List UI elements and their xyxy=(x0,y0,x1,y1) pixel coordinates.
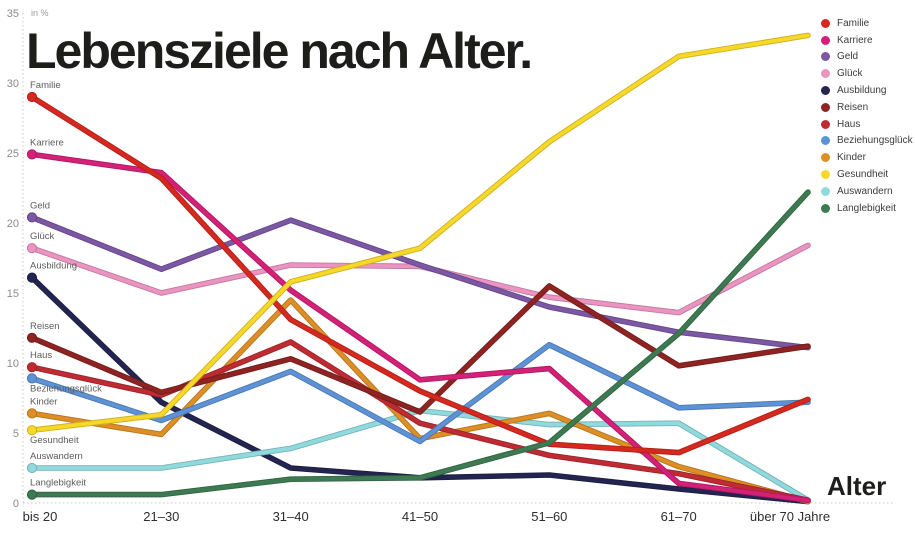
legend-color-dot xyxy=(821,69,830,79)
legend-label: Haus xyxy=(837,118,861,130)
legend-color-dot xyxy=(821,35,830,45)
line-haus xyxy=(30,340,810,503)
legend-label: Langlebigkeit xyxy=(837,202,896,214)
legend-color-dot xyxy=(821,203,830,213)
start-dot-gesundheit xyxy=(26,425,38,436)
start-dot-auswandern xyxy=(26,462,38,474)
legend-label: Geld xyxy=(837,51,859,63)
legend-item-auswandern: Auswandern xyxy=(821,183,913,200)
start-dot-kinder xyxy=(26,408,38,419)
start-dot-langlebigkeit xyxy=(26,489,38,500)
line-shadow-familie xyxy=(29,94,811,456)
y-tick-label: 20 xyxy=(7,218,19,230)
legend-color-dot xyxy=(821,119,830,129)
line-shadow-geld xyxy=(29,214,811,351)
legend-item-kinder: Kinder xyxy=(821,149,913,166)
x-tick-label: 31–40 xyxy=(273,509,309,524)
legend-color-dot xyxy=(821,136,830,146)
start-dot-ausbildung xyxy=(26,272,38,283)
x-tick-label: 51–60 xyxy=(531,509,567,524)
start-dot-reisen xyxy=(26,332,38,343)
start-dot-geld xyxy=(26,212,38,223)
legend-color-dot xyxy=(821,186,830,196)
x-tick-label: 41–50 xyxy=(402,509,438,524)
line-shadow-glück xyxy=(29,242,811,316)
legend-item-karriere: Karriere xyxy=(821,32,913,49)
legend-label: Karriere xyxy=(837,34,873,46)
line-shadow-gesundheit xyxy=(29,32,811,434)
y-tick-label: 35 xyxy=(7,8,19,20)
legend-color-dot xyxy=(821,170,830,180)
start-dot-beziehungsglück xyxy=(26,373,38,384)
legend-item-ausbildung: Ausbildung xyxy=(821,82,913,99)
legend-label: Ausbildung xyxy=(837,85,887,97)
x-tick-label: über 70 Jahre xyxy=(750,509,830,524)
legend-label: Beziehungsglück xyxy=(837,135,913,147)
series-label-langlebigkeit: Langlebigkeit xyxy=(30,478,86,489)
series-label-glück: Glück xyxy=(30,231,55,242)
start-dot-haus xyxy=(26,362,38,373)
x-tick-label: bis 20 xyxy=(23,509,58,524)
chart-title: Lebensziele nach Alter. xyxy=(26,23,533,79)
legend-label: Familie xyxy=(837,17,870,29)
legend-item-geld: Geld xyxy=(821,49,913,66)
legend-item-glück: Glück xyxy=(821,65,913,82)
legend-color-dot xyxy=(821,153,830,163)
series-label-haus: Haus xyxy=(30,350,52,361)
legend-item-gesundheit: Gesundheit xyxy=(821,166,913,183)
start-dot-karriere xyxy=(26,149,38,160)
series-label-ausbildung: Ausbildung xyxy=(30,261,77,272)
line-langlebigkeit xyxy=(30,190,810,497)
legend-item-langlebigkeit: Langlebigkeit xyxy=(821,200,913,217)
line-reisen xyxy=(30,284,810,414)
y-axis-unit-label: in % xyxy=(31,8,49,18)
series-label-beziehungsglück: Beziehungsglück xyxy=(30,383,102,394)
legend-item-beziehungsglück: Beziehungsglück xyxy=(821,133,913,150)
series-label-geld: Geld xyxy=(30,200,50,211)
series-label-gesundheit: Gesundheit xyxy=(30,435,79,446)
series-label-kinder: Kinder xyxy=(30,396,57,407)
legend-item-reisen: Reisen xyxy=(821,99,913,116)
line-gesundheit xyxy=(30,33,810,433)
legend-label: Auswandern xyxy=(837,185,893,197)
line-kinder xyxy=(30,298,810,504)
x-axis-title: Alter xyxy=(827,471,887,501)
legend: Familie Karriere Geld Glück Ausbildung Reisen… xyxy=(821,15,913,217)
legend-label: Reisen xyxy=(837,101,869,113)
legend-label: Glück xyxy=(837,68,863,80)
legend-item-haus: Haus xyxy=(821,116,913,133)
y-tick-label: 25 xyxy=(7,148,19,160)
line-geld xyxy=(30,215,810,350)
x-tick-label: 61–70 xyxy=(661,509,697,524)
series-label-auswandern: Auswandern xyxy=(30,451,83,462)
line-karriere xyxy=(30,152,810,503)
legend-color-dot xyxy=(821,86,830,96)
series-label-karriere: Karriere xyxy=(30,137,64,148)
legend-color-dot xyxy=(821,52,830,62)
series-label-familie: Familie xyxy=(30,80,61,91)
y-tick-label: 5 xyxy=(13,428,19,440)
x-tick-label: 21–30 xyxy=(143,509,179,524)
line-familie xyxy=(30,95,810,455)
y-tick-label: 10 xyxy=(7,358,19,370)
y-tick-label: 15 xyxy=(7,288,19,300)
line-beziehungsglück xyxy=(30,342,810,444)
legend-color-dot xyxy=(821,18,830,28)
legend-item-familie: Familie xyxy=(821,15,913,32)
y-tick-label: 0 xyxy=(13,498,19,510)
legend-label: Kinder xyxy=(837,152,866,164)
y-tick-label: 30 xyxy=(7,78,19,90)
legend-label: Gesundheit xyxy=(837,169,889,181)
series-label-reisen: Reisen xyxy=(30,321,60,332)
legend-color-dot xyxy=(821,102,830,112)
start-dot-familie xyxy=(26,91,38,103)
line-glück xyxy=(30,243,810,315)
start-dot-glück xyxy=(26,243,38,254)
